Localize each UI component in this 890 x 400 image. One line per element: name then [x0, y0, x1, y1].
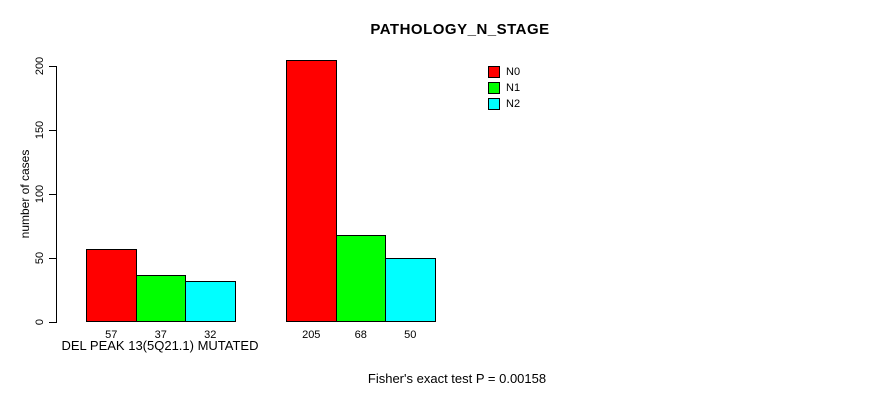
- legend-label-n0: N0: [506, 66, 521, 78]
- legend-label-n1: N1: [506, 82, 521, 94]
- bar-n1-group1: [135, 274, 186, 322]
- bar-n2-group2: [385, 258, 436, 322]
- y-axis-tick: [49, 258, 56, 259]
- bar-n1-group2: [335, 234, 386, 322]
- legend: N0 N1 N2: [488, 64, 520, 112]
- bar-n0-group1: [86, 249, 137, 322]
- y-axis-tick-label: 100: [34, 184, 46, 204]
- bar-value-label: 57: [105, 329, 118, 341]
- bar-value-label: 37: [154, 329, 167, 341]
- bar-value-label: 50: [404, 329, 417, 341]
- fisher-test-annotation: Fisher's exact test P = 0.00158: [367, 371, 547, 386]
- legend-swatch-n1: [488, 82, 500, 94]
- bar-n2-group1: [185, 281, 236, 322]
- legend-swatch-n0: [488, 66, 500, 78]
- y-axis-title: number of cases: [18, 149, 32, 239]
- y-axis-tick-label: 50: [34, 251, 46, 265]
- legend-label-n2: N2: [506, 98, 521, 110]
- y-axis-tick-label: 150: [34, 120, 46, 140]
- bar-value-label: 205: [302, 329, 321, 341]
- y-axis-tick: [49, 194, 56, 195]
- legend-item-n0: N0: [488, 64, 520, 80]
- legend-item-n2: N2: [488, 96, 520, 112]
- y-axis-tick-label: 200: [34, 56, 46, 76]
- bar-value-label: 68: [354, 329, 367, 341]
- y-axis-tick: [49, 322, 56, 323]
- chart-title: PATHOLOGY_N_STAGE: [370, 21, 550, 38]
- legend-swatch-n2: [488, 98, 500, 110]
- y-axis-tick: [49, 66, 56, 67]
- y-axis-line: [56, 66, 57, 323]
- x-category-label: DEL PEAK 13(5Q21.1) MUTATED: [61, 338, 259, 353]
- y-axis-tick-label: 0: [34, 318, 46, 326]
- legend-item-n1: N1: [488, 80, 520, 96]
- y-axis-tick: [49, 130, 56, 131]
- bar-n0-group2: [286, 59, 337, 322]
- bar-value-label: 32: [204, 329, 217, 341]
